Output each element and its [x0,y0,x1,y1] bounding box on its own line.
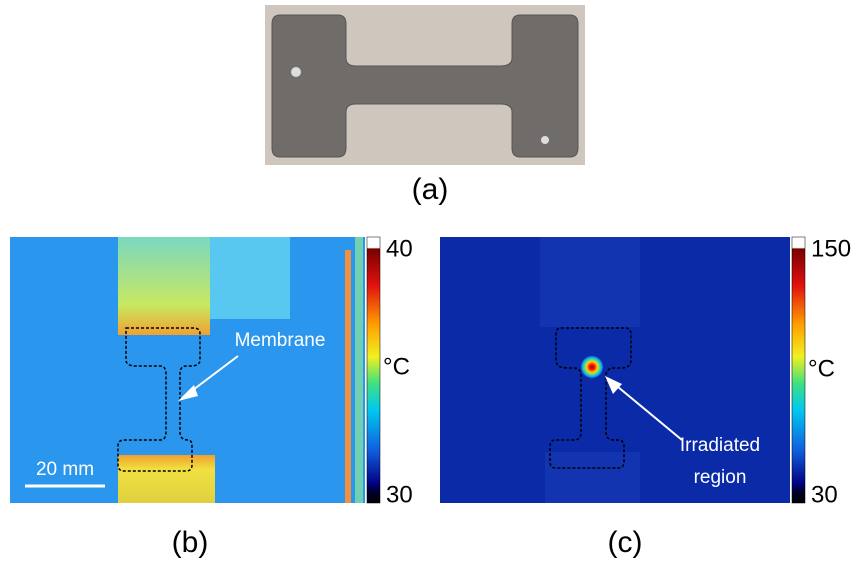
hot-spot [580,355,604,379]
colorbar [367,237,380,503]
panel-label: (a) [412,173,449,206]
hole [291,67,301,77]
colorbar-min: 30 [811,481,838,508]
edge-stripe [355,237,363,503]
photo-panel: (a) [265,5,585,206]
panel-label: (c) [608,526,643,559]
colorbar-max: 150 [811,235,851,262]
figure: (a) Membrane 20 mm 40 °C 30 (b) Irradiat… [0,0,858,559]
colorbar-unit: °C [808,355,835,382]
thermal-region [545,452,640,503]
colorbar-min: 30 [386,481,413,508]
scale-bar-label: 20 mm [36,459,94,480]
edge-stripe [345,250,351,503]
colorbar-unit: °C [383,353,410,380]
colorbar [792,237,805,503]
annotation: Irradiated [680,435,760,456]
thermal-panel-b: Membrane 20 mm 40 °C 30 (b) [10,235,413,559]
bottom-clamp [118,455,215,503]
hole [541,136,549,144]
thermal-region [210,237,290,319]
top-clamp [118,237,210,335]
annotation: region [694,467,747,488]
thermal-panel-c: Irradiated region 150 °C 30 (c) [440,235,851,559]
colorbar-max: 40 [386,235,413,262]
annotation: Membrane [235,330,326,351]
panel-label: (b) [172,526,209,559]
thermal-region [540,237,640,327]
